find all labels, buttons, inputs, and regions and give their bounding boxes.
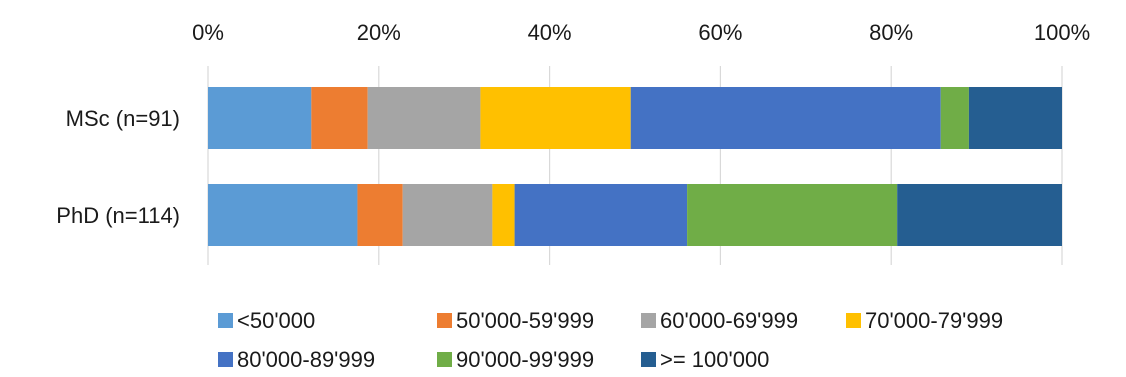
category-label: PhD (n=114) xyxy=(56,203,180,228)
bar-segment xyxy=(208,184,358,246)
x-tick-label: 60% xyxy=(698,20,742,45)
x-tick-label: 0% xyxy=(192,20,224,45)
bar-segment xyxy=(940,87,969,149)
bar-segment xyxy=(208,87,312,149)
x-tick-label: 40% xyxy=(528,20,572,45)
x-tick-label: 20% xyxy=(357,20,401,45)
legend: <50'000 50'000-59'999 60'000-69'999 70'000-… xyxy=(218,308,1003,372)
legend-label: 50'000-59'999 xyxy=(456,308,594,333)
legend-swatch xyxy=(437,313,452,328)
bar-segment xyxy=(687,184,898,246)
bar-segment xyxy=(514,184,688,246)
bar-segment xyxy=(402,184,493,246)
legend-label: 90'000-99'999 xyxy=(456,347,594,372)
x-axis-ticks: 0% 20% 40% 60% 80% 100% xyxy=(192,20,1090,45)
legend-swatch xyxy=(437,352,452,367)
legend-label: 70'000-79'999 xyxy=(865,308,1003,333)
legend-swatch xyxy=(846,313,861,328)
bar-segment xyxy=(367,87,481,149)
legend-swatch xyxy=(641,352,656,367)
bar-segment xyxy=(897,184,1062,246)
legend-label: <50'000 xyxy=(237,308,315,333)
bar-segment xyxy=(492,184,515,246)
bar-segment xyxy=(968,87,1062,149)
legend-label: 60'000-69'999 xyxy=(660,308,798,333)
legend-label: 80'000-89'999 xyxy=(237,347,375,372)
bars xyxy=(208,87,1062,246)
bar-segment xyxy=(311,87,368,149)
x-tick-label: 100% xyxy=(1034,20,1090,45)
x-tick-label: 80% xyxy=(869,20,913,45)
legend-swatch xyxy=(218,313,233,328)
bar-segment xyxy=(630,87,941,149)
category-label: MSc (n=91) xyxy=(66,106,180,131)
legend-swatch xyxy=(641,313,656,328)
legend-swatch xyxy=(218,352,233,367)
bar-segment xyxy=(357,184,403,246)
bar-segment xyxy=(480,87,631,149)
category-labels: MSc (n=91) PhD (n=114) xyxy=(56,106,180,228)
legend-label: >= 100'000 xyxy=(660,347,769,372)
